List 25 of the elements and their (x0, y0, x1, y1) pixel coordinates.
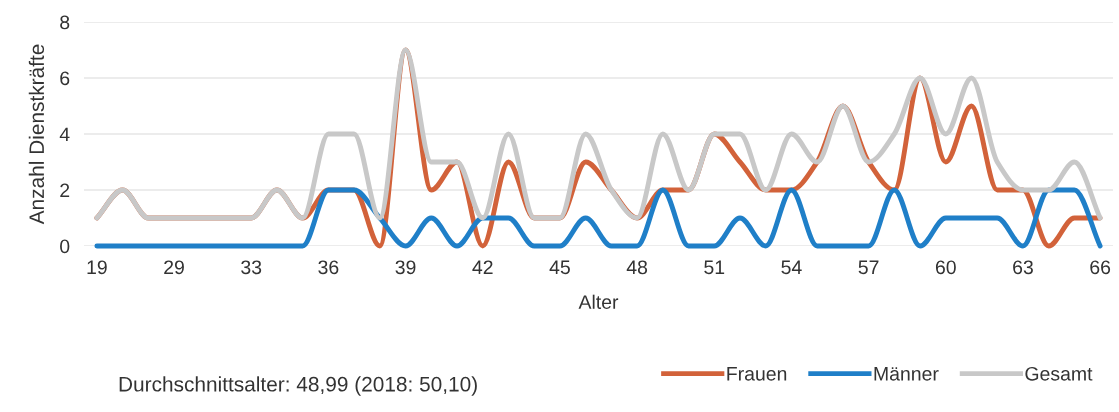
x-tick-label: 66 (1090, 260, 1111, 275)
x-axis-title: Alter (578, 294, 619, 309)
x-tick-label: 63 (1013, 260, 1033, 275)
x-tick-label: 45 (549, 260, 570, 275)
y-tick-label: 8 (60, 15, 70, 30)
y-tick-label: 6 (60, 71, 70, 86)
y-tick-label: 4 (59, 127, 70, 142)
y-axis-title: Anzahl Dienstkräfte (28, 44, 45, 225)
x-tick-label: 39 (395, 260, 416, 275)
legend-label: Frauen (727, 367, 787, 381)
x-tick-label: 29 (164, 260, 184, 275)
x-tick-label: 48 (626, 260, 648, 275)
x-tick-label: 19 (87, 260, 107, 275)
x-tick-label: 57 (858, 260, 879, 275)
x-tick-label: 36 (318, 260, 339, 275)
x-tick-label: 51 (704, 260, 725, 275)
x-tick-label: 33 (241, 260, 262, 275)
y-tick-label: 0 (60, 239, 70, 254)
text: Durchschnittsalter: 48,99 (2018: 50,10) (119, 376, 477, 396)
legend-label: Gesamt (1025, 366, 1093, 381)
x-tick-label: 42 (472, 260, 493, 274)
y-tick-label: 2 (60, 183, 70, 198)
legend-label: Männer (874, 367, 939, 381)
x-tick-label: 54 (781, 260, 802, 275)
x-tick-label: 60 (935, 260, 956, 275)
